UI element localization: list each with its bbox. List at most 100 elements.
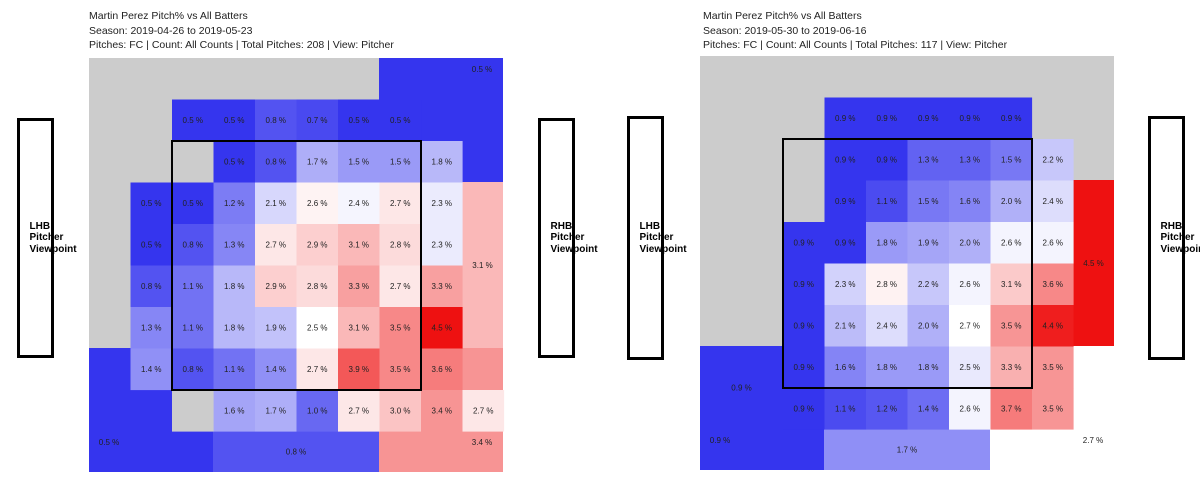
cell-label: 0.5 % <box>349 116 369 125</box>
heatmap-cell <box>907 305 950 347</box>
outer-zone-right-middle <box>462 182 503 348</box>
heatmap-cell <box>907 222 950 264</box>
cell-label: 1.1 % <box>183 282 203 291</box>
cell-label: 0.9 % <box>835 197 855 206</box>
chart-title: Martin Perez Pitch% vs All Batters <box>89 10 248 22</box>
cell-label: 2.8 % <box>390 241 410 250</box>
cell-label: 0.9 % <box>918 114 938 123</box>
heatmap-cell <box>213 224 256 266</box>
heatmap-cell <box>379 265 422 308</box>
heatmap-cell <box>949 180 991 223</box>
cell-label: 1.8 % <box>877 363 897 372</box>
zone-label: 2.7 % <box>1083 436 1103 445</box>
cell-label: 0.9 % <box>794 239 814 248</box>
heatmap-cell <box>296 99 339 142</box>
heatmap-cell <box>172 182 214 225</box>
heatmap-cell <box>783 305 825 347</box>
heatmap-cell <box>338 99 380 142</box>
heatmap-cell <box>783 388 825 430</box>
heatmap-cell <box>296 224 339 266</box>
cell-label: 1.7 % <box>307 158 327 167</box>
heatmap-cell <box>172 307 214 349</box>
heatmap-cell <box>379 307 422 349</box>
heatmap-cell <box>824 388 867 430</box>
cell-label: 0.8 % <box>266 158 286 167</box>
cell-label: 1.2 % <box>224 199 244 208</box>
heatmap-cell <box>783 346 825 389</box>
cell-label: 0.5 % <box>141 199 161 208</box>
cell-label: 2.5 % <box>960 363 980 372</box>
cell-label: 0.9 % <box>835 239 855 248</box>
cell-label: 2.7 % <box>960 322 980 331</box>
cell-label: 2.2 % <box>1043 156 1063 165</box>
heatmap-cell <box>172 99 214 142</box>
heatmap-cell <box>866 305 908 347</box>
cell-label: 1.8 % <box>918 363 938 372</box>
heatmap-cell <box>296 141 339 183</box>
season-range: Season: 2019-05-30 to 2019-06-16 <box>703 24 867 37</box>
heatmap-cell <box>990 97 1033 140</box>
cell-label: 0.8 % <box>183 241 203 250</box>
heatmap-cell <box>949 388 991 430</box>
cell-label: 2.7 % <box>473 407 493 416</box>
cell-label: 2.6 % <box>1001 239 1021 248</box>
cell-label: 1.3 % <box>224 241 244 250</box>
heatmap-cell <box>338 307 380 349</box>
heatmap-cell <box>990 263 1033 306</box>
zone-label: 0.9 % <box>731 384 751 393</box>
heatmap-cell <box>907 180 950 223</box>
heatmap-cell <box>783 222 825 264</box>
cell-label: 2.2 % <box>918 280 938 289</box>
outer-zone-left-low <box>700 346 783 429</box>
heatmap-cell <box>1032 180 1074 223</box>
cell-label: 2.6 % <box>960 405 980 414</box>
cell-label: 1.3 % <box>141 324 161 333</box>
cell-label: 2.5 % <box>307 324 327 333</box>
cell-label: 1.1 % <box>877 197 897 206</box>
heatmap-cell <box>255 99 297 142</box>
heatmap-cell <box>990 222 1033 264</box>
heatmap-cell <box>255 265 297 308</box>
heatmap-cell <box>379 224 422 266</box>
heatmap-cell <box>949 139 991 181</box>
cell-label: 1.6 % <box>960 197 980 206</box>
cell-label: 0.8 % <box>141 282 161 291</box>
cell-label: 3.6 % <box>432 365 452 374</box>
cell-label: 0.9 % <box>794 405 814 414</box>
heatmap-cell <box>907 263 950 306</box>
heatmap-cell <box>990 346 1033 389</box>
chart-title: Martin Perez Pitch% vs All Batters <box>703 10 862 22</box>
heatmap-panel-right: Martin Perez Pitch% vs All Batters Seaso… <box>600 0 1200 484</box>
cell-label: 2.3 % <box>835 280 855 289</box>
heatmap-cell <box>296 307 339 349</box>
heatmap-cell <box>866 139 908 181</box>
heatmap-cell <box>907 139 950 181</box>
cell-label: 2.7 % <box>307 365 327 374</box>
cell-label: 0.9 % <box>794 322 814 331</box>
cell-label: 0.9 % <box>1001 114 1021 123</box>
cell-label: 0.9 % <box>835 156 855 165</box>
cell-label: 1.1 % <box>224 365 244 374</box>
heatmap-cell <box>296 348 339 391</box>
heatmap-cell <box>255 224 297 266</box>
heatmap-cell <box>1032 263 1074 306</box>
heatmap-cell <box>1032 346 1074 389</box>
cell-label: 1.8 % <box>224 324 244 333</box>
cell-label: 0.9 % <box>794 280 814 289</box>
outer-zone-upper-left <box>700 56 824 180</box>
cell-label: 2.9 % <box>307 241 327 250</box>
cell-label: 0.9 % <box>960 114 980 123</box>
cell-label: 1.0 % <box>307 407 327 416</box>
chart-header: Martin Perez Pitch% vs All Batters Seaso… <box>89 9 394 53</box>
heatmap-cell <box>824 263 867 306</box>
cell-label: 2.6 % <box>960 280 980 289</box>
heatmap-cell <box>421 348 463 391</box>
cell-label: 2.8 % <box>307 282 327 291</box>
heatmap-grid: 0.5 % 0.5 % 0.8 % 0.7 % 0.5 % 0.5 % 0.5 % 0.8 %… <box>89 58 505 472</box>
cell-label: 0.9 % <box>835 114 855 123</box>
cell-label: 1.4 % <box>918 405 938 414</box>
heatmap-cell <box>1032 222 1074 264</box>
cell-label: 3.1 % <box>349 324 369 333</box>
heatmap-cell <box>866 97 908 140</box>
cell-label: 3.5 % <box>1043 405 1063 414</box>
